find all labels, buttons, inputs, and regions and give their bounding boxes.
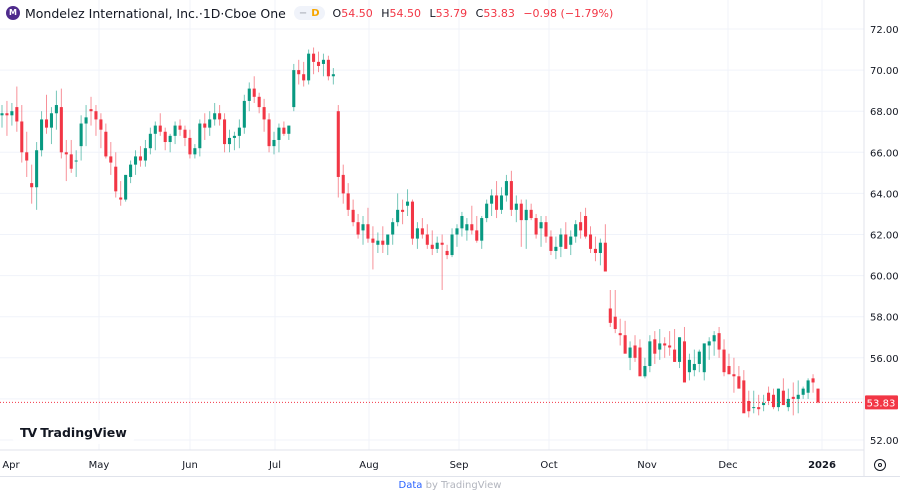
last-price-label [865, 395, 898, 410]
price-tick-label: 72.00 [870, 25, 899, 36]
candles [0, 47, 820, 418]
legend-header: M Mondelez International, Inc. · 1D · Cb… [6, 5, 618, 21]
price-tick-label: 62.00 [870, 231, 899, 242]
time-tick-label: Aug [359, 460, 379, 471]
badge-label: D [311, 7, 320, 19]
close-value: 53.83 [483, 6, 515, 20]
tradingview-watermark[interactable]: TV TradingView [10, 420, 137, 444]
chart-frame: 53.83 72.00 70.00 68.00 66.00 64.00 62.00 60.0… [0, 0, 900, 477]
time-tick-label: Apr [2, 460, 20, 471]
price-tick-label: 64.00 [870, 189, 899, 200]
data-link[interactable]: Data [398, 480, 423, 491]
price-tick-label: 70.00 [870, 66, 899, 77]
time-tick-label: Sep [450, 460, 469, 471]
svg-text:53.83: 53.83 [867, 398, 896, 409]
separator: · [198, 5, 203, 21]
price-axis[interactable]: 72.00 70.00 68.00 66.00 64.00 62.00 60.00 58.00… [870, 25, 899, 447]
delayed-data-badge[interactable]: − D [293, 6, 325, 20]
settings-gear-icon[interactable] [874, 459, 886, 471]
time-tick-label: Oct [540, 460, 557, 471]
time-tick-label: Dec [718, 460, 737, 471]
symbol-name[interactable]: Mondelez International, Inc. [25, 5, 199, 21]
time-tick-label: May [89, 460, 110, 471]
price-tick-label: 60.00 [870, 272, 899, 283]
low-value: 53.79 [435, 6, 468, 20]
minus-icon: − [298, 7, 308, 19]
attribution-footer: Data by TradingView [0, 480, 900, 491]
exchange: Cboe One [224, 5, 286, 21]
time-axis[interactable]: Apr May Jun Jul Aug Sep Oct Nov Dec 2026 [2, 460, 836, 471]
tradingview-text: TradingView [40, 424, 127, 440]
interval[interactable]: 1D [202, 5, 221, 21]
open-value: 54.50 [341, 6, 373, 20]
change-value: −0.98 (−1.79%) [523, 6, 614, 20]
price-tick-label: 66.00 [870, 148, 899, 159]
candlestick-chart[interactable]: 53.83 72.00 70.00 68.00 66.00 64.00 62.00 60.0… [0, 0, 900, 476]
price-tick-label: 68.00 [870, 107, 899, 118]
time-tick-label: Jun [181, 460, 198, 471]
time-tick-label: Nov [637, 460, 657, 471]
high-value: 54.50 [389, 6, 422, 20]
attribution-text: by TradingView [422, 480, 502, 491]
price-tick-label: 58.00 [870, 313, 899, 324]
last-price-line: 53.83 [0, 395, 898, 410]
price-tick-label: 52.00 [870, 436, 899, 447]
separator: · [220, 5, 225, 21]
time-tick-label: Jul [268, 460, 281, 471]
tradingview-logo-icon: TV [20, 424, 37, 440]
ohlc-values: O54.50 H54.50 L53.79 C53.83 −0.98 (−1.79… [332, 6, 614, 20]
symbol-logo: M [6, 6, 20, 20]
price-tick-label: 56.00 [870, 354, 899, 365]
time-tick-label: 2026 [808, 460, 836, 471]
